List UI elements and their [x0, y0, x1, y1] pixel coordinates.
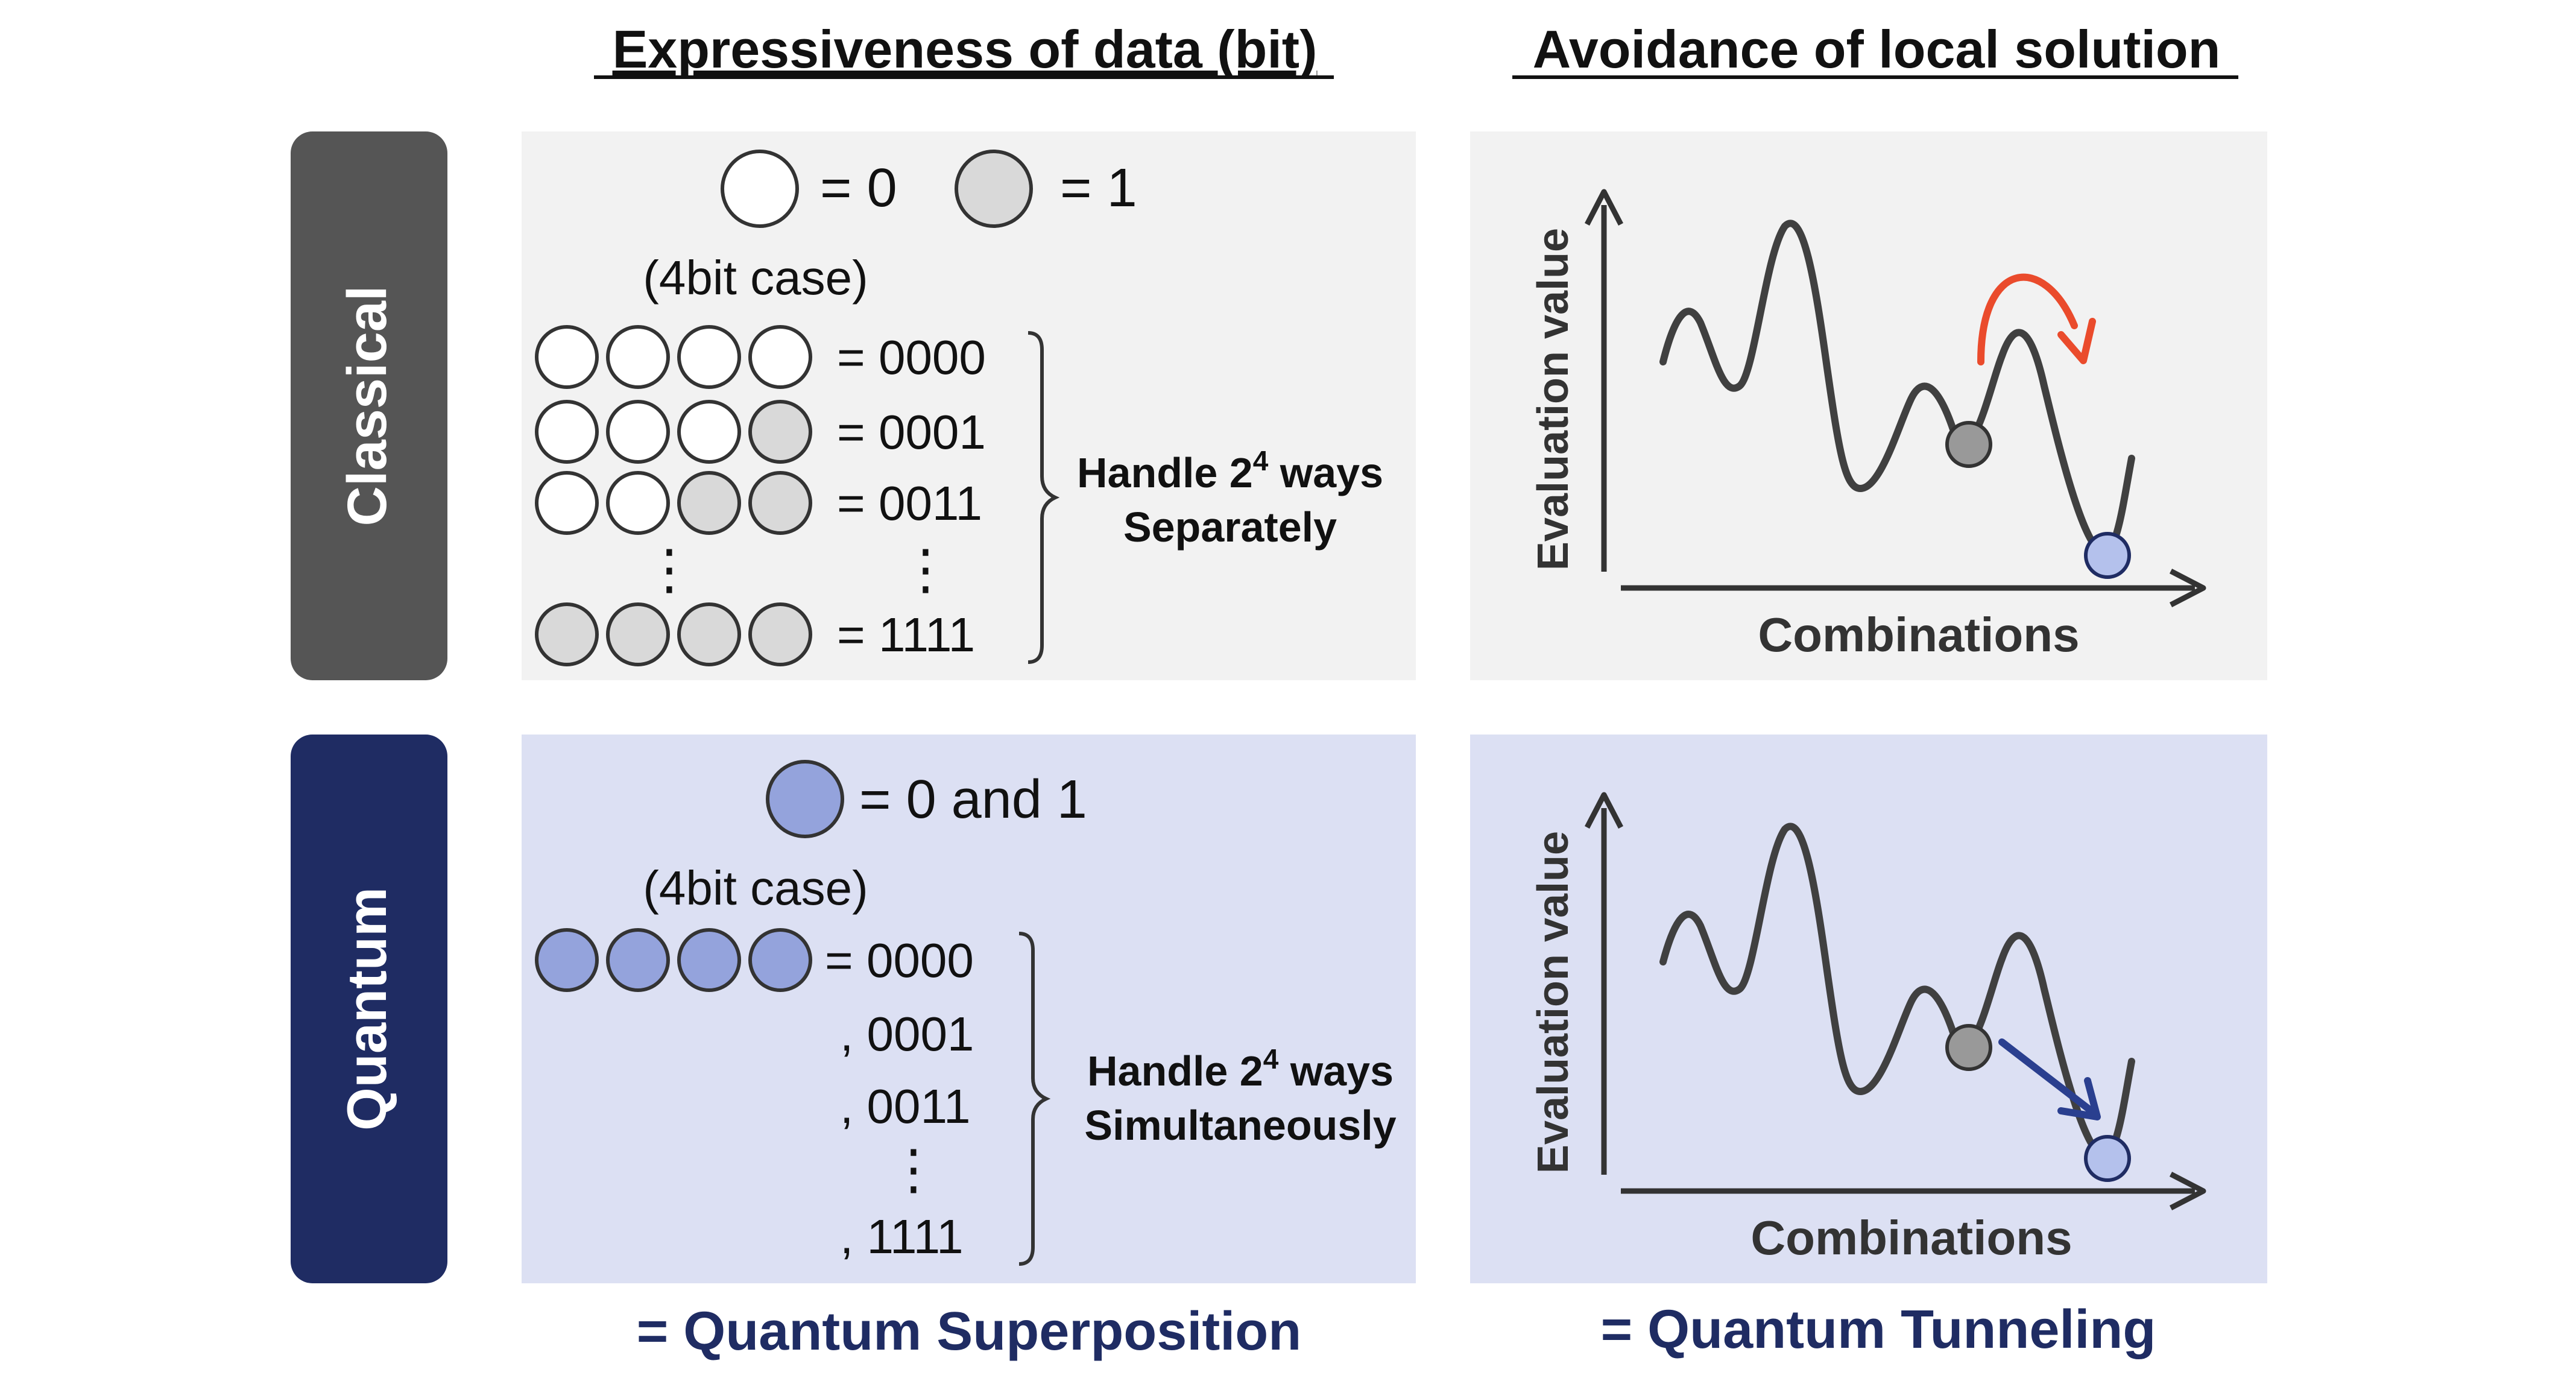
bit-row-label: = 0011	[837, 476, 982, 530]
classical-ellipsis-bits: ⋮	[642, 540, 696, 600]
quantum-bits-panel	[522, 735, 1416, 1283]
qubit-legend-icon	[766, 760, 844, 838]
quantum-label-0001: , 0001	[840, 1007, 974, 1061]
quantum-label-1111: , 1111	[840, 1210, 964, 1263]
bit-one-legend-icon	[955, 150, 1033, 228]
global-minimum-ball	[2084, 532, 2131, 579]
classical-note-line2: Separately	[1123, 504, 1337, 551]
qubit-legend-label: = 0 and 1	[859, 769, 1087, 830]
classical-graph: Evaluation value Combinations	[1529, 189, 2206, 662]
bit-one	[748, 400, 812, 464]
footer-superposition: = Quantum Superposition	[637, 1301, 1302, 1362]
bit-one	[606, 602, 670, 666]
quantum-graph: Evaluation value Combinations	[1529, 792, 2206, 1265]
y-axis-label: Evaluation value	[1529, 831, 1577, 1174]
classical-bits-panel	[522, 131, 1416, 680]
quantum-label-0011: , 0011	[840, 1079, 970, 1133]
bit-zero	[535, 325, 599, 389]
bit-zero-legend-icon	[721, 150, 799, 228]
tunnel-arrow	[1998, 1038, 2095, 1114]
bit-zero	[606, 471, 670, 535]
x-axis-label: Combinations	[1750, 1211, 2072, 1265]
classical-ellipsis-labels: ⋮	[898, 540, 953, 600]
quantum-note-line1: Handle 24 ways	[1087, 1043, 1394, 1095]
bit-one	[535, 602, 599, 666]
qubit-row	[535, 928, 812, 992]
bit-zero	[606, 400, 670, 464]
header-local-solution: Avoidance of local solution	[1533, 19, 2221, 79]
quantum-brace	[1018, 932, 1051, 1266]
bit-one	[748, 602, 812, 666]
bit-one	[677, 471, 741, 535]
classical-case-label: (4bit case)	[643, 251, 868, 305]
classical-tab-label: Classical	[336, 286, 398, 526]
x-axis-arrowhead	[2169, 569, 2206, 607]
tunnel-arrowhead	[2057, 1077, 2101, 1120]
bit-zero	[677, 400, 741, 464]
footer-tunneling: = Quantum Tunneling	[1601, 1300, 2156, 1360]
quantum-ellipsis: ⋮	[886, 1140, 941, 1200]
x-axis-arrowhead	[2169, 1172, 2206, 1210]
landscape-curve	[1659, 823, 2135, 1159]
classical-tab	[291, 131, 447, 680]
qubit	[535, 928, 599, 992]
bit-row: = 0001	[535, 400, 986, 464]
classical-brace	[1028, 331, 1060, 664]
classical-bit-rows: = 0000 = 0001 = 0011 = 1111	[535, 325, 986, 666]
y-axis-arrowhead	[1585, 189, 1623, 226]
bit-zero	[535, 471, 599, 535]
bit-zero	[748, 325, 812, 389]
bit-one	[677, 602, 741, 666]
quantum-tab-label: Quantum	[336, 887, 398, 1131]
legend-zero-label: = 0	[820, 158, 897, 218]
x-axis-label: Combinations	[1758, 608, 2079, 662]
header-expressiveness: Expressiveness of data (bit)	[613, 19, 1318, 79]
bit-zero	[535, 400, 599, 464]
quantum-note-line2: Simultaneously	[1084, 1102, 1396, 1149]
bit-row: = 1111	[535, 602, 975, 666]
y-axis-label: Evaluation value	[1529, 228, 1577, 570]
qubit	[606, 928, 670, 992]
quantum-first-label: = 0000	[825, 934, 974, 987]
bit-zero	[677, 325, 741, 389]
legend-one-label: = 1	[1060, 158, 1137, 218]
quantum-tab	[291, 735, 447, 1283]
local-minimum-ball	[1945, 1024, 1992, 1071]
bit-row: = 0000	[535, 325, 986, 389]
bit-row-label: = 1111	[837, 608, 975, 662]
global-minimum-ball	[2084, 1135, 2131, 1182]
bit-row-label: = 0000	[837, 330, 986, 384]
bit-zero	[606, 325, 670, 389]
bit-one	[748, 471, 812, 535]
quantum-case-label: (4bit case)	[643, 861, 868, 915]
bit-row: = 0011	[535, 471, 982, 535]
hop-arrow	[1977, 273, 2078, 365]
qubit	[677, 928, 741, 992]
landscape-curve	[1659, 220, 2135, 556]
classical-note-line1: Handle 24 ways	[1077, 445, 1383, 496]
bit-row-label: = 0001	[837, 405, 986, 459]
hop-arrowhead	[2057, 318, 2096, 364]
y-axis-arrowhead	[1585, 792, 1623, 829]
local-minimum-ball	[1945, 421, 1992, 468]
qubit	[748, 928, 812, 992]
